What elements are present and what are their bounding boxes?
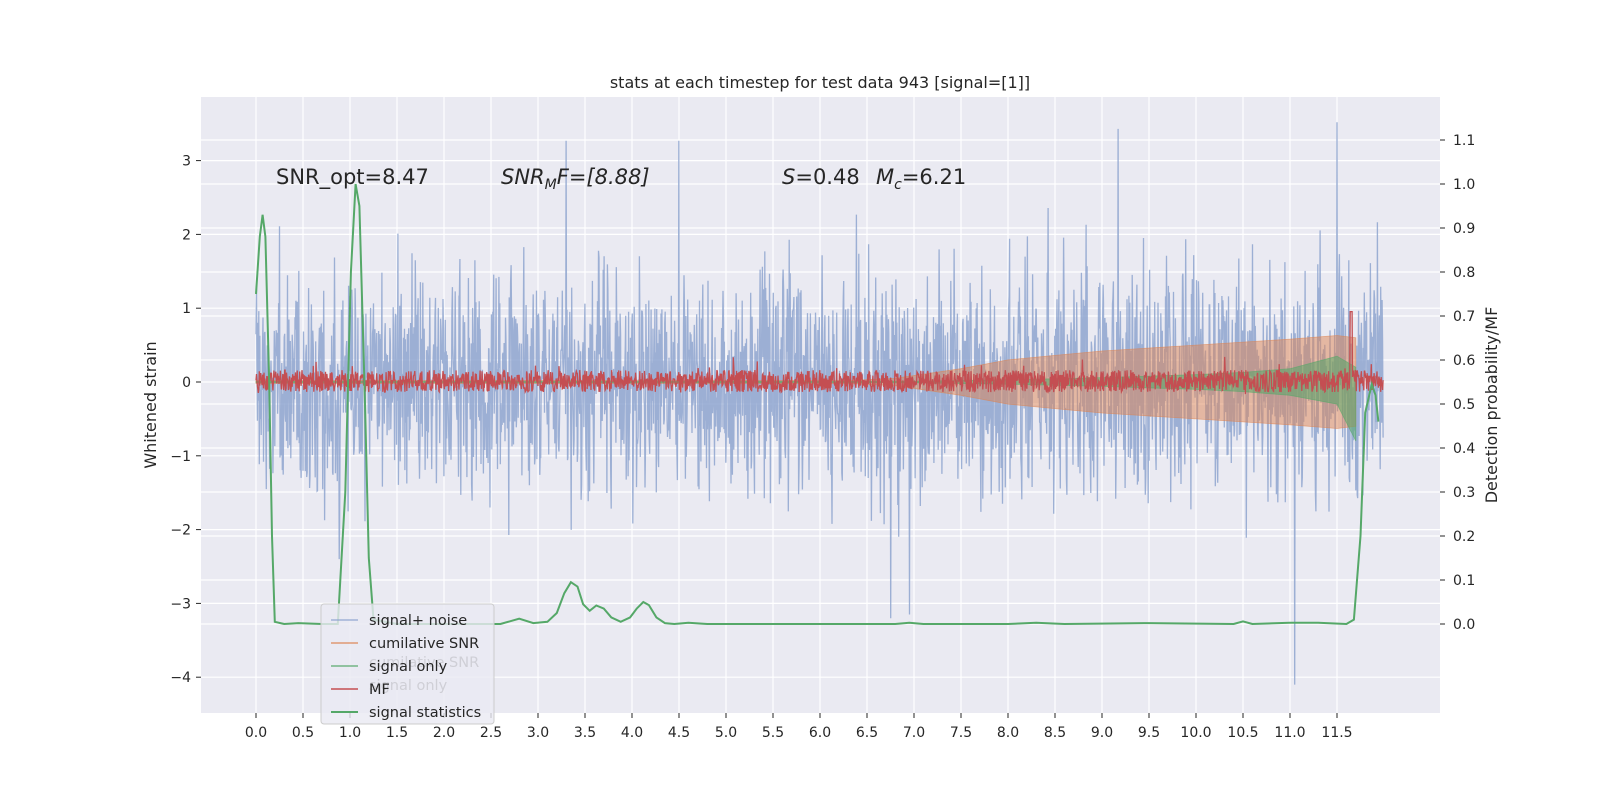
legend-box <box>320 603 495 725</box>
y2-tick-label: 0.6 <box>1453 353 1475 369</box>
annotation-snr-mf-symbol: SNR <box>501 165 545 189</box>
x-tick-labels: 0.0 0.5 1.0 1.5 2.0 2.5 3.0 3.5 4.0 4.5 5.0 5.5 6.0 6… <box>245 713 1353 741</box>
legend: cumilative SNR signal only signal+ noise… <box>320 603 495 725</box>
legend-label: signal only <box>369 659 448 675</box>
annotation-s-value: =0.48 <box>795 165 859 189</box>
annotation-mc-symbol: M <box>876 165 894 189</box>
y-tick-label: −4 <box>170 670 191 686</box>
y2-tick-label: 0.2 <box>1453 529 1475 545</box>
x-tick-label: 9.0 <box>1091 725 1113 741</box>
x-tick-label: 3.0 <box>527 725 549 741</box>
annotation-s: S=0.48 <box>782 165 860 189</box>
x-tick-label: 10.0 <box>1180 725 1211 741</box>
annotation-snr-mf-subscript: M <box>545 177 557 193</box>
x-tick-label: 0.0 <box>245 725 267 741</box>
x-tick-label: 10.5 <box>1227 725 1258 741</box>
x-tick-label: 11.5 <box>1321 725 1352 741</box>
x-tick-label: 8.5 <box>1044 725 1066 741</box>
y2-tick-label: 0.7 <box>1453 309 1475 325</box>
legend-ghost-label-2: signal only <box>369 678 448 694</box>
x-tick-label: 2.5 <box>480 725 502 741</box>
y2-tick-label: 0.0 <box>1453 617 1475 633</box>
y-tick-label: −2 <box>170 523 191 539</box>
legend-ghost-label-1: cumilative SNR <box>369 655 479 671</box>
series-layer <box>255 122 1384 685</box>
y2-tick-label: 0.4 <box>1453 441 1475 457</box>
y-tick-label: 1 <box>182 301 191 317</box>
y-tick-label: 0 <box>182 375 191 391</box>
y2-tick-label: 1.1 <box>1453 133 1475 149</box>
x-tick-label: 1.0 <box>339 725 361 741</box>
annotation-snr-mf: SNRMF=[8.88] <box>501 165 650 193</box>
annotation-s-symbol: S <box>782 165 795 189</box>
y-tick-label: 3 <box>182 154 191 170</box>
x-tick-label: 7.0 <box>903 725 925 741</box>
legend-label: cumilative SNR <box>369 636 479 652</box>
y2-tick-label: 0.1 <box>1453 573 1475 589</box>
y2-tick-label: 0.3 <box>1453 485 1475 501</box>
annotation-snr-opt: SNR_opt=8.47 <box>276 165 429 190</box>
y2-tick-label: 0.8 <box>1453 265 1475 281</box>
y-tick-labels: 3 2 1 0 −1 −2 −3 −4 <box>170 154 201 686</box>
legend-label: MF <box>369 682 390 698</box>
x-tick-label: 5.0 <box>715 725 737 741</box>
annotation-mc-subscript: c <box>894 177 902 193</box>
legend-label: signal statistics <box>369 705 481 721</box>
y2-axis-title: Detection probability/MF <box>1482 307 1501 504</box>
annotation-snr-mf-value: F=[8.88] <box>557 165 650 189</box>
x-tick-label: 4.0 <box>621 725 643 741</box>
y-tick-label: −1 <box>170 449 191 465</box>
y2-tick-label: 0.9 <box>1453 221 1475 237</box>
chart-title: stats at each timestep for test data 943… <box>610 73 1030 92</box>
annotation-mc-value: =6.21 <box>902 165 966 189</box>
y-tick-label: 2 <box>182 227 191 243</box>
series-mf <box>255 310 1384 395</box>
y-axis-title: Whitened strain <box>141 341 160 468</box>
x-tick-label: 2.0 <box>433 725 455 741</box>
x-tick-label: 9.5 <box>1138 725 1160 741</box>
y2-tick-label: 0.5 <box>1453 397 1475 413</box>
y2-tick-labels: 1.1 1.0 0.9 0.8 0.7 0.6 0.5 0.4 0.3 0.2 0.1 0.0 <box>1440 133 1475 633</box>
x-tick-label: 4.5 <box>668 725 690 741</box>
y-tick-label: −3 <box>170 596 191 612</box>
x-tick-label: 6.5 <box>856 725 878 741</box>
series-signal-statistics <box>255 183 1380 626</box>
x-tick-label: 6.0 <box>809 725 831 741</box>
legend-label: signal+ noise <box>369 613 467 629</box>
y2-tick-label: 1.0 <box>1453 177 1475 193</box>
x-tick-label: 3.5 <box>574 725 596 741</box>
x-tick-label: 1.5 <box>386 725 408 741</box>
x-tick-label: 5.5 <box>762 725 784 741</box>
x-tick-label: 0.5 <box>292 725 314 741</box>
x-tick-label: 11.0 <box>1274 725 1305 741</box>
x-tick-label: 8.0 <box>997 725 1019 741</box>
x-tick-label: 7.5 <box>950 725 972 741</box>
annotation-mc: Mc=6.21 <box>876 165 966 193</box>
